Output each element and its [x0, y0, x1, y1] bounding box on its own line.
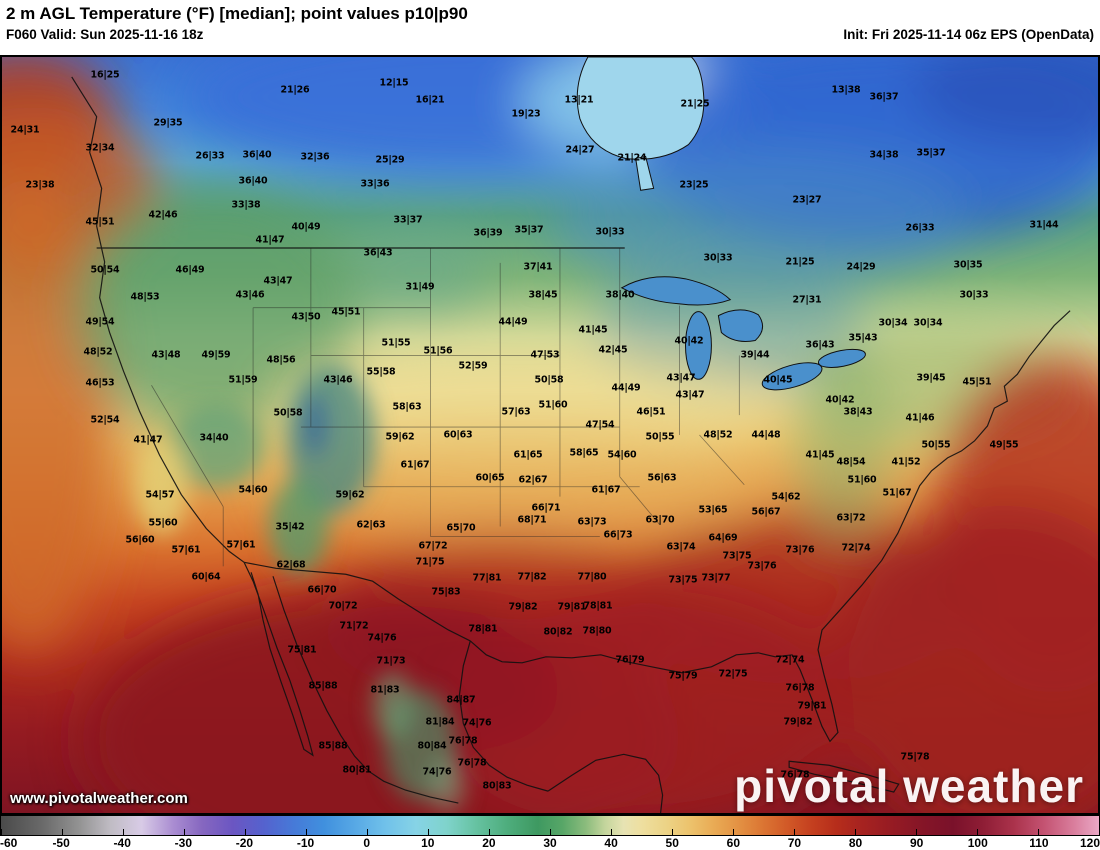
colorbar-tick-label: -20: [235, 836, 254, 850]
colorbar-tick-mark: [489, 829, 490, 835]
colorbar-tick-mark: [1, 829, 2, 835]
colorbar-tick-label: 90: [909, 836, 924, 850]
colorbar-tick-mark: [367, 829, 368, 835]
baja-peninsula: [243, 562, 314, 757]
map-canvas: www.pivotalweather.com pivotal weather: [0, 55, 1100, 815]
colorbar-tick-mark: [916, 829, 917, 835]
mountain-cool-spots: [135, 365, 466, 813]
mexico-west-coast: [272, 576, 459, 804]
lake-erie: [761, 362, 823, 391]
mexico-gulf-coast: [458, 640, 549, 792]
colorbar-tick-label: 10: [421, 836, 435, 850]
colorbar-tick-label: 70: [787, 836, 802, 850]
colorbar-tick-mark: [123, 829, 124, 835]
subtitle-row: F060 Valid: Sun 2025-11-16 18z Init: Fri…: [6, 27, 1094, 42]
map-title: 2 m AGL Temperature (°F) [median]; point…: [6, 4, 468, 23]
colorbar-tick-mark: [550, 829, 551, 835]
yucatan-coast: [547, 753, 664, 813]
colorbar-tick-labels: -60 -50 -40 -30 -20 -10 0 10 20 30 40 50 60 70 80 90 100…: [0, 836, 1100, 850]
us-mexico-border: [244, 561, 471, 642]
gulf-and-atlantic-coastline: [469, 310, 1071, 743]
colorbar-tick-mark: [245, 829, 246, 835]
colorbar-tick-label: -60: [0, 836, 18, 850]
lakes-and-bays: [576, 57, 866, 391]
colorbar-tick-label: 100: [967, 836, 988, 850]
state-boundaries: [151, 247, 745, 567]
colorbar-tick-mark: [1038, 829, 1039, 835]
lake-michigan: [685, 311, 712, 380]
colorbar-tick-mark: [733, 829, 734, 835]
colorbar-tick-mark: [611, 829, 612, 835]
colorbar-tick-label: 30: [543, 836, 557, 850]
colorbar-tick-mark: [62, 829, 63, 835]
colorbar-tick-mark: [855, 829, 856, 835]
lake-huron: [717, 309, 763, 342]
colorbar-tick-mark: [672, 829, 673, 835]
colorbar-tick-label: 0: [363, 836, 370, 850]
colorbar-tick-label: 120: [1079, 836, 1100, 850]
coastlines-and-borders: [71, 76, 1071, 813]
watermark-brand: pivotal weather: [734, 760, 1084, 812]
lake-superior: [620, 276, 732, 306]
temperature-field-svg: [2, 57, 1098, 813]
colorbar-tick-label: 110: [1029, 836, 1049, 850]
lake-ontario: [817, 348, 866, 368]
colorbar-tick-mark: [794, 829, 795, 835]
colorbar-tick-mark: [306, 829, 307, 835]
cuba-outline: [788, 760, 900, 793]
colorbar-tick-mark: [428, 829, 429, 835]
title-bar: 2 m AGL Temperature (°F) [median]; point…: [0, 0, 1100, 55]
colorbar-tick-label: 60: [726, 836, 741, 850]
colorbar-tick-label: 50: [665, 836, 679, 850]
colorbar-tick-mark: [184, 829, 185, 835]
colorbar-tick-mark: [977, 829, 978, 835]
colorbar: -60 -50 -40 -30 -20 -10 0 10 20 30 40 50 60 70 80 90 100…: [0, 815, 1100, 850]
colorbar-gradient: [0, 815, 1100, 836]
colorbar-tick-label: -30: [174, 836, 192, 850]
james-bay: [635, 155, 655, 191]
colorbar-tick-label: 40: [604, 836, 618, 850]
hudson-bay: [576, 57, 705, 160]
watermark-url[interactable]: www.pivotalweather.com: [10, 790, 188, 807]
colorbar-tick-label: -10: [296, 836, 315, 850]
colorbar-tick-label: 20: [482, 836, 496, 850]
valid-time: F060 Valid: Sun 2025-11-16 18z: [6, 27, 204, 43]
colorbar-tick-label: -40: [113, 836, 131, 850]
colorbar-tick-label: -50: [52, 836, 70, 850]
colorbar-tick-label: 80: [848, 836, 863, 850]
pacific-coastline: [71, 76, 245, 563]
temperature-blobs: [2, 57, 1098, 813]
init-time: Init: Fri 2025-11-14 06z EPS (OpenData): [843, 27, 1094, 43]
